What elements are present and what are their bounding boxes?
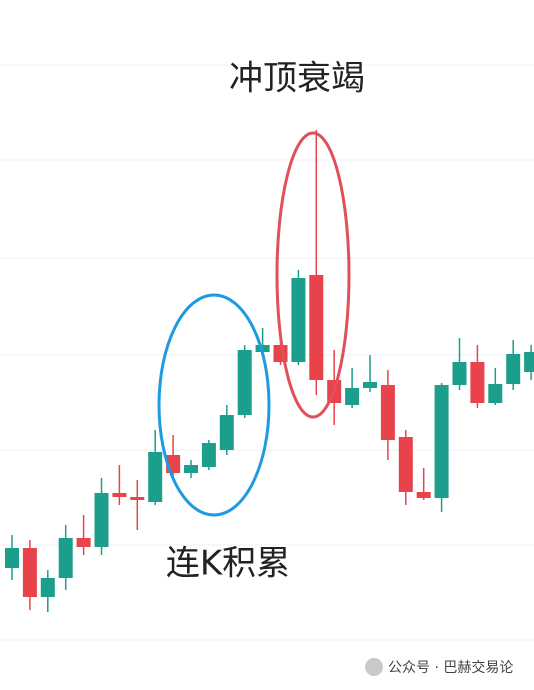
candle-body: [363, 382, 377, 388]
candle-body: [58, 538, 73, 578]
candle-body: [94, 493, 109, 547]
exhaustion-ellipse: [275, 131, 351, 419]
candle-body: [524, 352, 534, 372]
candle-body: [506, 354, 521, 384]
watermark-icon: [365, 658, 383, 676]
candle-body: [380, 385, 395, 440]
candle-body: [434, 385, 449, 498]
candle-body: [5, 548, 19, 568]
candle-body: [345, 388, 360, 405]
accumulation-ellipse: [157, 293, 271, 517]
candle-body: [398, 437, 413, 492]
candle-body: [22, 548, 37, 597]
candle-body: [40, 578, 55, 597]
candle-body: [148, 452, 163, 502]
grid: [0, 64, 534, 641]
watermark: 公众号 · 巴赫交易论: [388, 659, 513, 676]
candle-body: [309, 275, 324, 380]
candles: [5, 130, 534, 612]
candle-body: [76, 538, 91, 547]
candle-body: [452, 362, 467, 385]
candle-body: [219, 415, 234, 450]
candle-body: [237, 350, 252, 415]
candle-body: [184, 465, 198, 473]
annotation: 连K积累: [166, 544, 290, 584]
candle-body: [470, 362, 485, 403]
candle-body: [488, 384, 503, 403]
candle-body: [130, 497, 145, 500]
annotation: 冲顶衰竭: [229, 59, 365, 99]
candle-body: [416, 492, 431, 498]
candle-body: [201, 443, 216, 467]
candle-body: [112, 493, 127, 497]
candle-body: [291, 278, 306, 362]
